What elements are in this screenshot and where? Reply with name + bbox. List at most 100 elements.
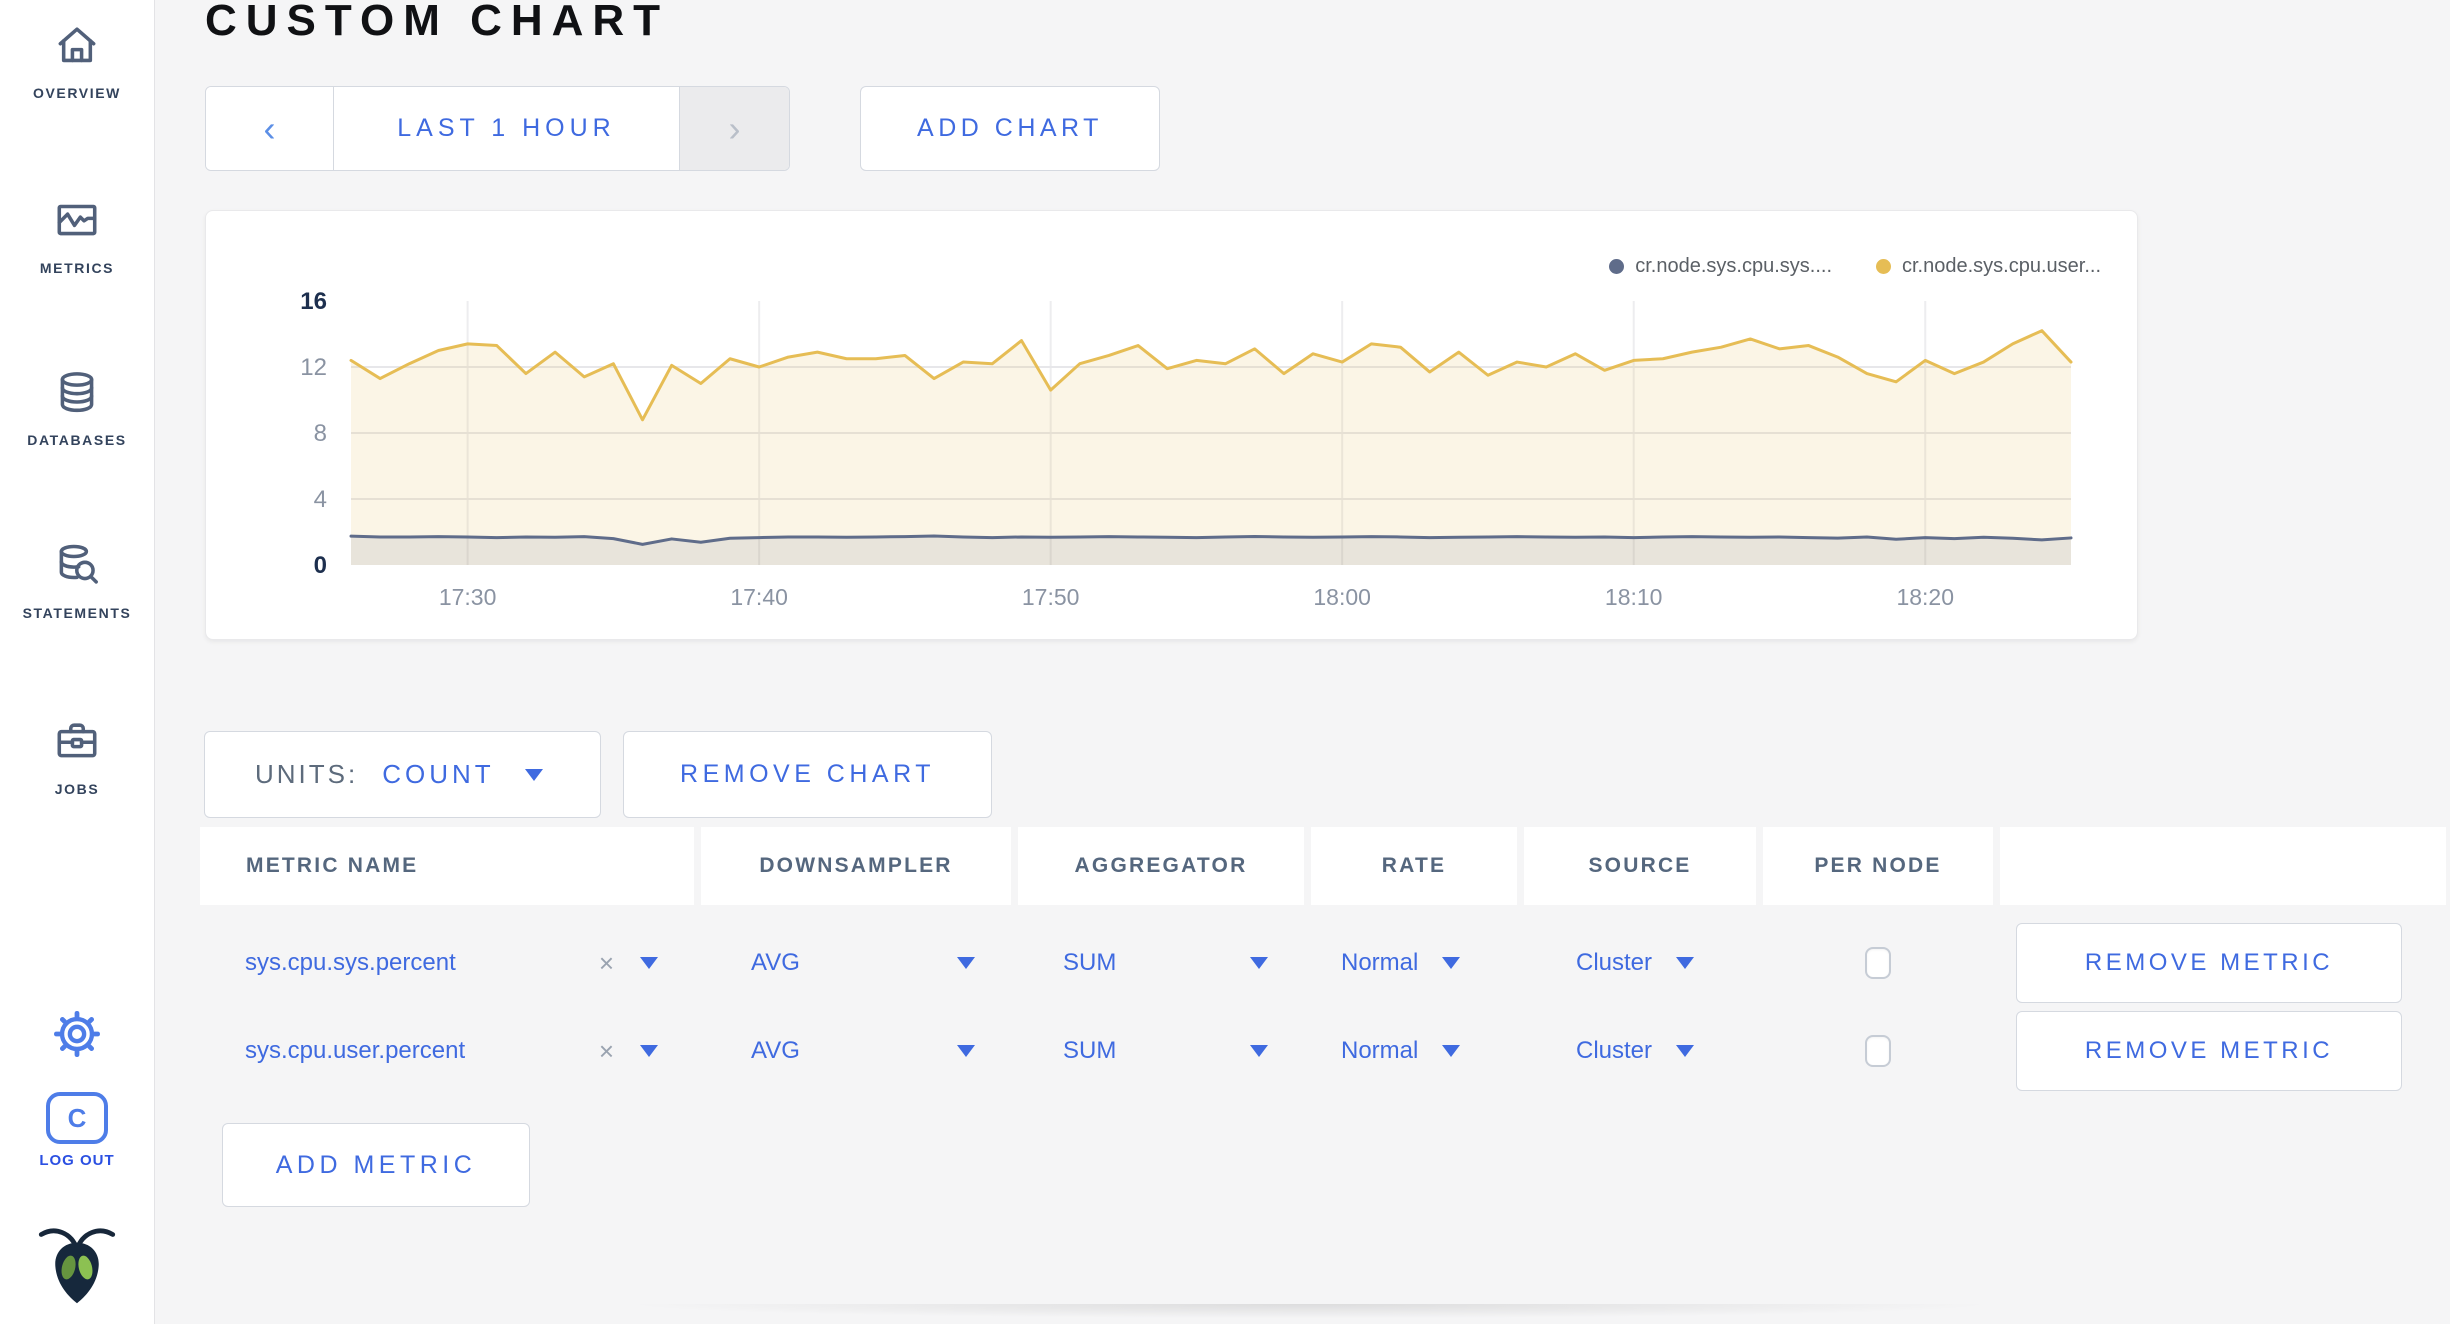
- sidebar-settings-button[interactable]: [0, 1008, 154, 1065]
- column-header-metric-name: METRIC NAME: [246, 854, 419, 877]
- table-header-row: METRIC NAME DOWNSAMPLER AGGREGATOR RATE …: [200, 827, 2446, 905]
- remove-metric-button[interactable]: REMOVE METRIC: [2016, 1011, 2402, 1091]
- svg-text:18:00: 18:00: [1313, 584, 1371, 610]
- svg-text:0: 0: [314, 552, 327, 579]
- statements-search-icon: [59, 544, 98, 584]
- source-dropdown[interactable]: Cluster: [1524, 949, 1756, 977]
- sidebar-item-label: JOBS: [54, 781, 100, 797]
- svg-text:12: 12: [300, 354, 327, 381]
- table-row: sys.cpu.sys.percent × AVG SUM N: [200, 919, 2446, 1007]
- units-dropdown[interactable]: UNITS: COUNT: [204, 731, 601, 818]
- aggregator-value: SUM: [1063, 1037, 1117, 1064]
- per-node-checkbox[interactable]: [1865, 1035, 1891, 1067]
- chevron-down-icon: [1442, 957, 1461, 969]
- page-title: CUSTOM CHART: [205, 0, 670, 45]
- metrics-table: METRIC NAME DOWNSAMPLER AGGREGATOR RATE …: [200, 827, 2446, 1095]
- below-fold-shadow: [360, 1304, 2260, 1324]
- home-icon: [58, 27, 96, 63]
- sidebar-logout-button[interactable]: C LOG OUT: [0, 1092, 154, 1169]
- rate-dropdown[interactable]: Normal: [1311, 1037, 1517, 1065]
- table-row: sys.cpu.user.percent × AVG SUM: [200, 1007, 2446, 1095]
- svg-text:4: 4: [314, 486, 327, 513]
- remove-metric-button[interactable]: REMOVE METRIC: [2016, 923, 2402, 1003]
- chart-area-sys.cpu.sys.percent: [351, 535, 2071, 565]
- aggregator-value: SUM: [1063, 949, 1117, 976]
- time-next-button[interactable]: ›: [679, 87, 789, 170]
- sidebar-item-databases[interactable]: DATABASES: [0, 367, 154, 448]
- downsampler-value: AVG: [751, 1037, 800, 1064]
- chevron-down-icon: [1250, 1045, 1268, 1057]
- chart-card: cr.node.sys.cpu.sys.... cr.node.sys.cpu.…: [205, 210, 2138, 640]
- column-header-source: SOURCE: [1588, 854, 1692, 877]
- clear-metric-icon[interactable]: ×: [598, 1035, 614, 1066]
- sidebar-item-metrics[interactable]: METRICS: [0, 195, 154, 276]
- chevron-down-icon: [1250, 957, 1268, 969]
- downsampler-value: AVG: [751, 949, 800, 976]
- sidebar-item-label: STATEMENTS: [22, 605, 132, 621]
- column-header-per-node: PER NODE: [1814, 854, 1942, 877]
- time-range-button[interactable]: LAST 1 HOUR: [334, 87, 679, 170]
- rate-dropdown[interactable]: Normal: [1311, 949, 1517, 977]
- clear-metric-icon[interactable]: ×: [598, 947, 614, 978]
- chevron-down-icon: [957, 1045, 975, 1057]
- chevron-down-icon: [957, 957, 975, 969]
- legend-item: cr.node.sys.cpu.sys....: [1609, 255, 1832, 278]
- legend-label: cr.node.sys.cpu.sys....: [1635, 255, 1832, 277]
- svg-text:18:10: 18:10: [1605, 584, 1663, 610]
- metric-name: sys.cpu.user.percent: [245, 1037, 466, 1064]
- metrics-line-chart[interactable]: 17:30 17:40 17:50 18:00 18:10 18:20 16 12 8 4 0: [206, 211, 2139, 641]
- column-header-aggregator: AGGREGATOR: [1074, 854, 1248, 877]
- chevron-down-icon: [1442, 1045, 1461, 1057]
- metric-name: sys.cpu.sys.percent: [245, 949, 456, 976]
- metric-name-dropdown[interactable]: sys.cpu.sys.percent ×: [200, 948, 694, 979]
- legend-label: cr.node.sys.cpu.user...: [1902, 255, 2101, 277]
- chevron-down-icon: [640, 957, 658, 969]
- chevron-down-icon: [1676, 957, 1695, 969]
- sidebar-item-label: OVERVIEW: [32, 85, 121, 101]
- add-chart-button[interactable]: ADD CHART: [860, 86, 1160, 171]
- logout-label: LOG OUT: [39, 1152, 115, 1169]
- downsampler-dropdown[interactable]: AVG: [701, 1037, 1011, 1065]
- column-header-rate: RATE: [1381, 854, 1447, 877]
- chevron-down-icon: [1676, 1045, 1695, 1057]
- chevron-down-icon: [524, 768, 543, 781]
- source-dropdown[interactable]: Cluster: [1524, 1037, 1756, 1065]
- sidebar-brand-logo[interactable]: [0, 1218, 154, 1311]
- sidebar-item-statements[interactable]: STATEMENTS: [0, 540, 154, 621]
- time-window-selector: ‹ LAST 1 HOUR ›: [205, 86, 790, 171]
- rate-value: Normal: [1341, 949, 1419, 976]
- chart-line-sys.cpu.sys.percent: [349, 534, 2073, 546]
- aggregator-dropdown[interactable]: SUM: [1018, 949, 1304, 977]
- aggregator-dropdown[interactable]: SUM: [1018, 1037, 1304, 1065]
- sidebar-item-overview[interactable]: OVERVIEW: [0, 20, 154, 101]
- sidebar: OVERVIEW METRICS DATABASES STATEMENTS: [0, 0, 155, 1324]
- downsampler-dropdown[interactable]: AVG: [701, 949, 1011, 977]
- gear-icon: [54, 1011, 100, 1057]
- per-node-checkbox[interactable]: [1865, 947, 1891, 979]
- sidebar-item-label: DATABASES: [27, 432, 127, 448]
- database-icon: [60, 372, 94, 413]
- sidebar-item-jobs[interactable]: JOBS: [0, 716, 154, 797]
- source-value: Cluster: [1576, 949, 1653, 976]
- add-metric-button[interactable]: ADD METRIC: [222, 1123, 530, 1207]
- rate-value: Normal: [1341, 1037, 1419, 1064]
- units-value: COUNT: [382, 759, 495, 789]
- metrics-chart-icon: [57, 204, 97, 236]
- svg-text:17:30: 17:30: [439, 584, 497, 610]
- metric-name-dropdown[interactable]: sys.cpu.user.percent ×: [200, 1036, 694, 1067]
- svg-text:8: 8: [314, 420, 327, 447]
- svg-text:16: 16: [300, 288, 327, 315]
- logout-initial: C: [67, 1102, 87, 1133]
- chart-line-sys.cpu.user.percent: [349, 329, 2073, 422]
- legend-dot-sys: [1609, 259, 1625, 274]
- remove-chart-button[interactable]: REMOVE CHART: [623, 731, 992, 818]
- cockroach-logo-icon: [38, 1228, 116, 1304]
- svg-text:17:40: 17:40: [730, 584, 788, 610]
- logout-icon: C: [46, 1092, 108, 1144]
- chart-area-sys.cpu.user.percent: [351, 330, 2071, 565]
- svg-text:18:20: 18:20: [1896, 584, 1954, 610]
- source-value: Cluster: [1576, 1037, 1653, 1064]
- time-prev-button[interactable]: ‹: [206, 87, 334, 170]
- legend-dot-user: [1876, 259, 1891, 274]
- legend-item: cr.node.sys.cpu.user...: [1876, 255, 2101, 278]
